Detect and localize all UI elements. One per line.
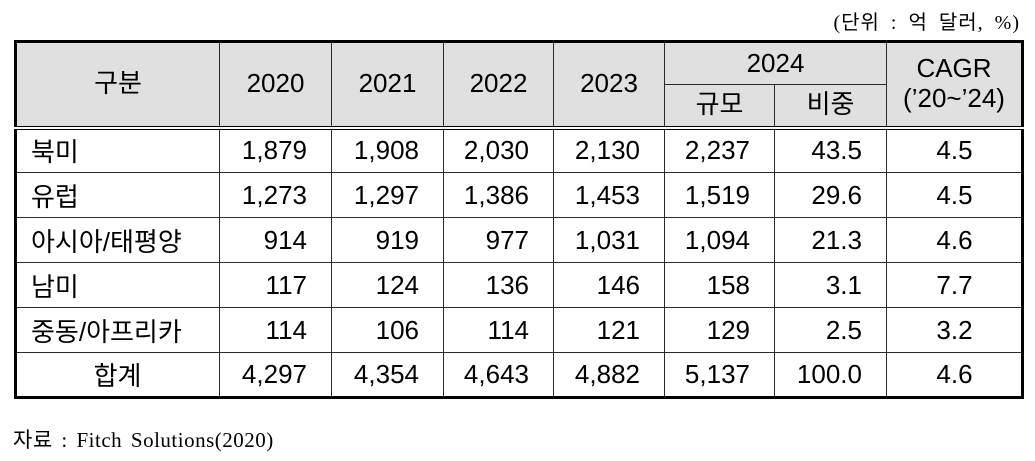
- value-cell: 4.5: [886, 127, 1023, 173]
- header-2024-group: 2024: [664, 41, 887, 85]
- value-cell: 1,273: [219, 172, 332, 218]
- value-cell: 1,879: [219, 127, 332, 173]
- value-cell: 3.1: [774, 262, 887, 308]
- table-header: 구분 2020 2021 2022 2023 2024 CAGR (’20~’2…: [15, 41, 1023, 130]
- value-cell: 2.5: [774, 307, 887, 353]
- value-cell: 2,130: [553, 127, 665, 173]
- value-cell: 146: [553, 262, 665, 308]
- value-cell: 1,908: [331, 127, 444, 173]
- value-cell: 106: [331, 307, 444, 353]
- value-cell: 136: [443, 262, 554, 308]
- source-note: 자료 : Fitch Solutions(2020): [13, 428, 274, 452]
- value-cell: 129: [664, 307, 775, 353]
- row-label-cell: 북미: [15, 127, 220, 173]
- table-row: 중동/아프리카 114 106 114 121 129 2.5 3.2: [15, 307, 1023, 353]
- value-cell: 1,519: [664, 172, 775, 218]
- header-row-sub: 규모 비중: [16, 84, 1023, 130]
- value-cell: 121: [553, 307, 665, 353]
- value-cell: 1,297: [331, 172, 444, 218]
- table-body: 북미 1,879 1,908 2,030 2,130 2,237 43.5 4.5 유럽 1,27…: [15, 127, 1023, 398]
- value-cell: 4,882: [553, 352, 665, 398]
- value-cell: 158: [664, 262, 775, 308]
- value-cell: 117: [219, 262, 332, 308]
- table-row: 남미 117 124 136 146 158 3.1 7.7: [15, 262, 1023, 308]
- row-label-cell: 남미: [15, 262, 220, 308]
- row-label-cell: 유럽: [15, 172, 220, 218]
- value-cell: 914: [219, 217, 332, 263]
- value-cell: 5,137: [664, 352, 775, 398]
- value-cell: 21.3: [774, 217, 887, 263]
- header-2024-share: 비중: [774, 84, 887, 130]
- value-cell: 2,030: [443, 127, 554, 173]
- value-cell: 4,354: [331, 352, 444, 398]
- table-row: 합계 4,297 4,354 4,643 4,882 5,137 100.0 4.6: [15, 352, 1023, 398]
- header-row-main: 구분 2020 2021 2022 2023 2024 CAGR (’20~’2…: [15, 41, 1023, 130]
- regional-market-table: 구분 2020 2021 2022 2023 2024 CAGR (’20~’2…: [14, 40, 1024, 399]
- value-cell: 43.5: [774, 127, 887, 173]
- value-cell: 919: [331, 217, 444, 263]
- header-category: 구분: [15, 41, 220, 130]
- header-year-2023: 2023: [553, 41, 665, 130]
- table-row: 유럽 1,273 1,297 1,386 1,453 1,519 29.6 4.5: [15, 172, 1023, 218]
- row-label-cell: 합계: [15, 352, 220, 398]
- header-year-2021: 2021: [331, 41, 444, 130]
- table-row: 북미 1,879 1,908 2,030 2,130 2,237 43.5 4.5: [15, 127, 1023, 173]
- value-cell: 4.5: [886, 172, 1023, 218]
- header-2024-scale: 규모: [664, 84, 775, 130]
- unit-label: (단위 : 억 달러, %): [833, 12, 1020, 34]
- header-cagr: CAGR (’20~’24): [886, 41, 1023, 130]
- value-cell: 977: [443, 217, 554, 263]
- value-cell: 29.6: [774, 172, 887, 218]
- value-cell: 1,094: [664, 217, 775, 263]
- header-cagr-line2: (’20~’24): [903, 83, 1005, 114]
- value-cell: 114: [219, 307, 332, 353]
- value-cell: 4.6: [886, 352, 1023, 398]
- value-cell: 4,643: [443, 352, 554, 398]
- value-cell: 1,453: [553, 172, 665, 218]
- header-year-2022: 2022: [443, 41, 554, 130]
- row-label-cell: 아시아/태평양: [15, 217, 220, 263]
- value-cell: 2,237: [664, 127, 775, 173]
- value-cell: 4.6: [886, 217, 1023, 263]
- value-cell: 1,031: [553, 217, 665, 263]
- row-label-cell: 중동/아프리카: [15, 307, 220, 353]
- value-cell: 3.2: [886, 307, 1023, 353]
- value-cell: 7.7: [886, 262, 1023, 308]
- value-cell: 100.0: [774, 352, 887, 398]
- value-cell: 1,386: [443, 172, 554, 218]
- table-row: 아시아/태평양 914 919 977 1,031 1,094 21.3 4.6: [15, 217, 1023, 263]
- value-cell: 4,297: [219, 352, 332, 398]
- header-year-2020: 2020: [219, 41, 332, 130]
- value-cell: 114: [443, 307, 554, 353]
- value-cell: 124: [331, 262, 444, 308]
- header-cagr-line1: CAGR: [916, 53, 992, 84]
